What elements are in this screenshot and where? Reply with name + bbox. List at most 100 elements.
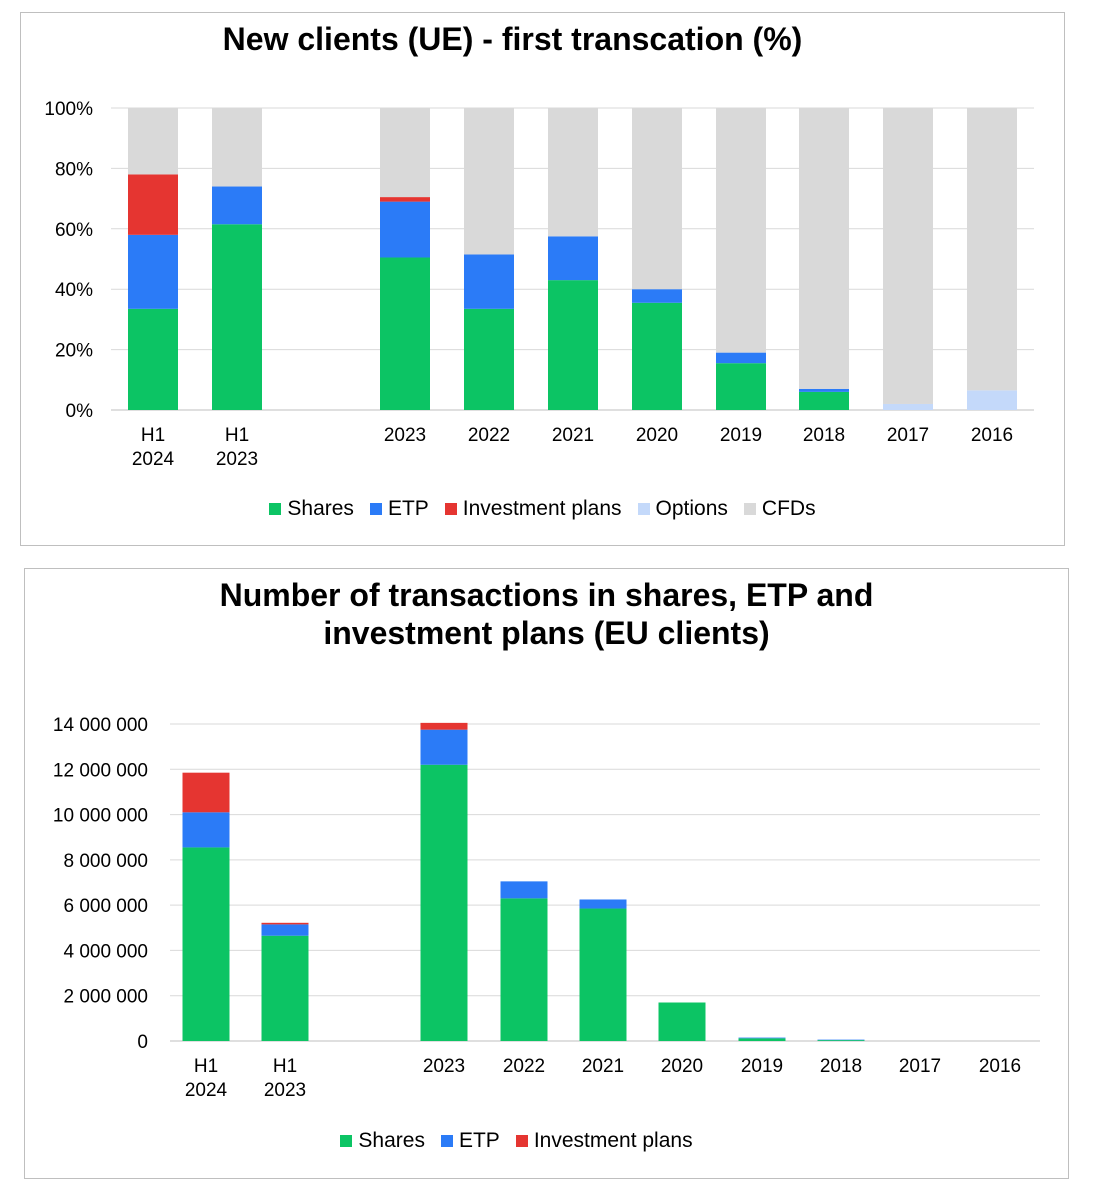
x-tick-label: 2022 (468, 425, 510, 446)
chart-panel-new-clients: New clients (UE) - first transcation (%)… (20, 12, 1065, 546)
x-tick-label: 2020 (661, 1056, 703, 1077)
bar-shares (716, 363, 766, 410)
y-tick-label: 2 000 000 (63, 987, 148, 1008)
bar-shares (658, 1002, 706, 1041)
x-tick-label: 2017 (899, 1056, 941, 1077)
legend-item-investment-plans: Investment plans (515, 1129, 693, 1153)
bar-etp (182, 812, 230, 848)
x-tick-label: 2023 (423, 1056, 465, 1077)
legend-item-etp: ETP (440, 1129, 500, 1153)
legend-item-cfds: CFDs (743, 497, 816, 521)
y-tick-label: 80% (55, 159, 93, 180)
bar-shares (128, 308, 178, 410)
bar-cfds (548, 108, 598, 237)
bar-investment-plans (380, 197, 430, 202)
bar-cfds (464, 108, 514, 255)
bar-shares (182, 847, 230, 1041)
x-tick-label: 2020 (636, 425, 678, 446)
y-tick-label: 10 000 000 (53, 806, 148, 827)
bar-etp (716, 352, 766, 364)
x-tick-label: H1 (273, 1056, 297, 1077)
chart-title: Number of transactions in shares, ETP an… (25, 576, 1068, 652)
bar-etp (548, 236, 598, 281)
x-tick-label: 2024 (185, 1080, 228, 1101)
chart-panel-transactions: Number of transactions in shares, ETP an… (24, 568, 1069, 1179)
y-tick-label: 60% (55, 220, 93, 241)
bar-investment-plans (420, 722, 468, 730)
x-tick-label: 2023 (384, 425, 426, 446)
chart-legend: Shares ETP Investment plans (0, 1129, 1038, 1153)
y-tick-label: 0 (137, 1032, 148, 1053)
legend-swatch (444, 503, 457, 515)
x-tick-label: H1 (194, 1056, 218, 1077)
chart-title-line-2: investment plans (EU clients) (323, 615, 770, 651)
bar-shares (380, 257, 430, 410)
y-tick-label: 14 000 000 (53, 715, 148, 736)
bar-etp (579, 899, 627, 909)
bar-etp (128, 234, 178, 309)
bar-shares (799, 391, 849, 410)
bar-etp (500, 881, 548, 899)
chart-plot-new-clients: 0% 20% 40% 60% 80% 100% H1 2024 H1 2023 2023 2022 20… (44, 99, 1034, 470)
legend-item-shares: Shares (340, 1129, 425, 1153)
x-tick-label: 2021 (552, 425, 594, 446)
legend-swatch (269, 503, 282, 515)
x-tick-label: H1 (141, 425, 165, 446)
x-tick-label: 2021 (582, 1056, 624, 1077)
y-tick-label: 100% (44, 99, 93, 120)
x-tick-label: 2023 (264, 1080, 306, 1101)
x-tick-label: 2016 (979, 1056, 1021, 1077)
legend-label: ETP (458, 1129, 500, 1152)
legend-swatch (340, 1135, 353, 1147)
y-tick-label: 20% (55, 341, 93, 362)
y-tick-label: 4 000 000 (63, 941, 148, 962)
bar-shares (500, 898, 548, 1041)
x-tick-label: 2016 (971, 425, 1013, 446)
legend-label: Shares (358, 1129, 425, 1152)
x-tick-label: 2024 (132, 449, 175, 470)
legend-label: Investment plans (533, 1129, 693, 1152)
bar-cfds (212, 108, 262, 187)
chart-legend: Shares ETP Investment plans Options CFDs (21, 497, 1064, 521)
bar-shares (632, 302, 682, 410)
bar-investment-plans (261, 922, 309, 925)
bar-etp (632, 289, 682, 303)
bar-etp (380, 201, 430, 258)
legend-swatch (515, 1135, 528, 1147)
bar-etp (212, 186, 262, 225)
bar-cfds (380, 108, 430, 198)
legend-swatch (440, 1135, 453, 1147)
legend-item-shares: Shares (269, 497, 354, 521)
legend-label: CFDs (761, 497, 816, 520)
bar-etp (799, 388, 849, 392)
bar-investment-plans (182, 772, 230, 813)
y-tick-label: 12 000 000 (53, 760, 148, 781)
y-tick-label: 6 000 000 (63, 896, 148, 917)
x-tick-label: 2018 (803, 425, 845, 446)
bar-shares (464, 308, 514, 410)
legend-swatch (743, 503, 756, 515)
x-tick-label: 2023 (216, 449, 258, 470)
bar-cfds (967, 108, 1017, 391)
bar-cfds (128, 108, 178, 175)
x-tick-label: 2022 (503, 1056, 545, 1077)
legend-swatch (637, 503, 650, 515)
x-tick-label: 2017 (887, 425, 929, 446)
bar-shares (261, 935, 309, 1041)
bar-etp (738, 1037, 786, 1039)
bar-etp (420, 729, 468, 765)
bar-shares (738, 1038, 786, 1041)
legend-item-etp: ETP (369, 497, 429, 521)
bar-etp (817, 1039, 865, 1041)
bar-shares (817, 1040, 865, 1041)
bar-shares (212, 224, 262, 410)
x-tick-label: 2019 (741, 1056, 783, 1077)
chart-title-line-1: Number of transactions in shares, ETP an… (219, 577, 874, 613)
legend-swatch (369, 503, 382, 515)
bar-options (967, 390, 1017, 410)
legend-label: ETP (387, 497, 429, 520)
legend-label: Options (655, 497, 728, 520)
legend-label: Investment plans (462, 497, 622, 520)
bar-cfds (883, 108, 933, 404)
bar-cfds (632, 108, 682, 290)
